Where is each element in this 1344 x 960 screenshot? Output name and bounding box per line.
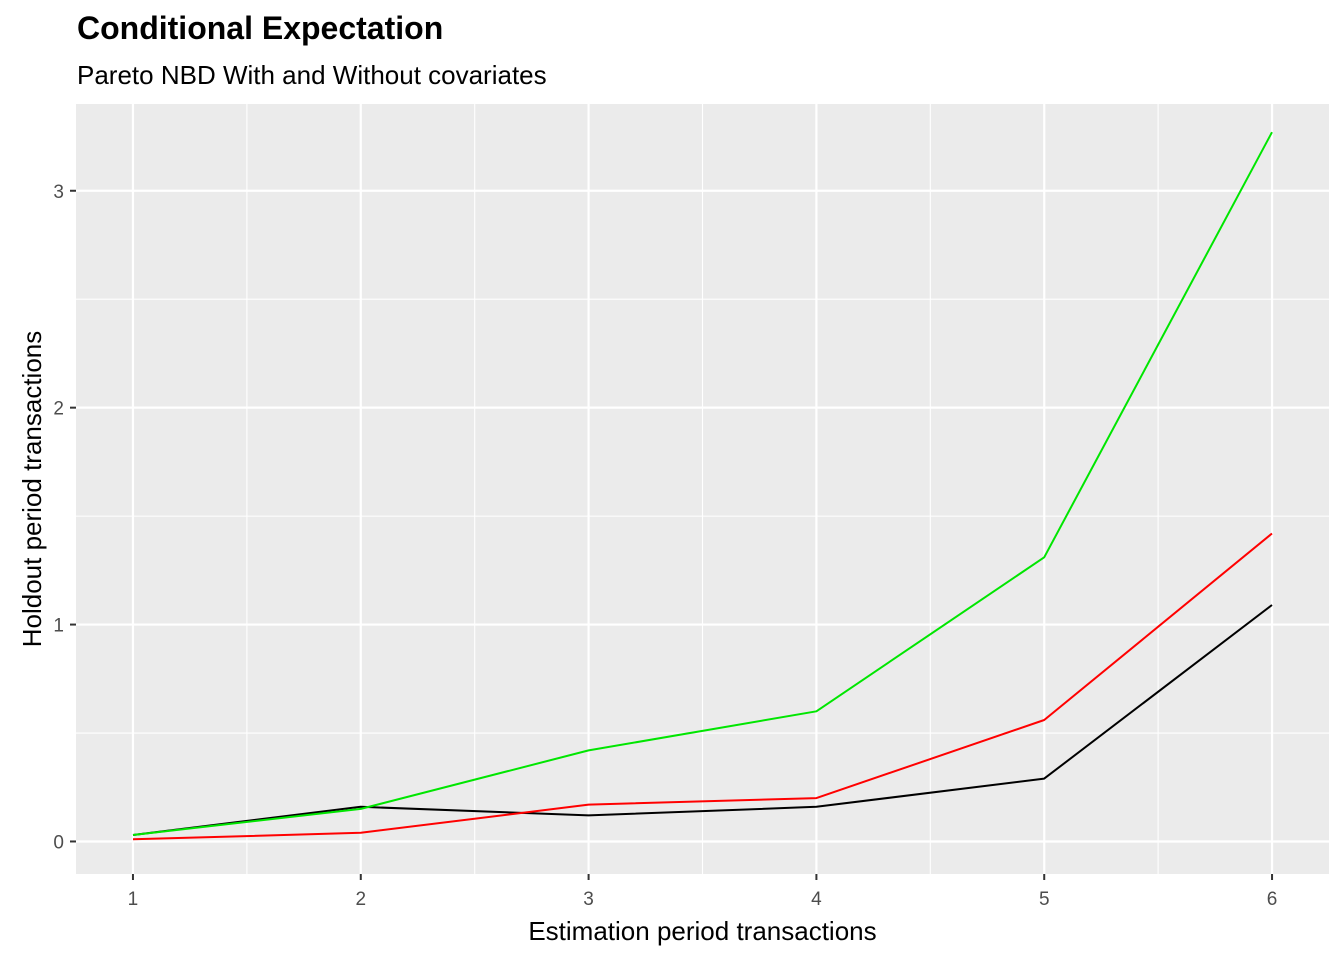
y-tick-label: 3 xyxy=(53,182,64,203)
axis-ticks xyxy=(70,189,1274,880)
x-tick-label: 4 xyxy=(811,889,822,910)
series-layer xyxy=(132,131,1273,841)
y-axis-title: Holdout period transactions xyxy=(17,331,47,648)
x-tick-labels: 1 2 3 4 5 6 xyxy=(128,889,1278,910)
x-tick-label: 6 xyxy=(1267,889,1278,910)
grid-major xyxy=(76,104,1329,874)
y-tick-label: 2 xyxy=(53,399,64,420)
x-tick-label: 1 xyxy=(128,889,139,910)
y-tick-label: 0 xyxy=(53,832,64,853)
series-line-2 xyxy=(132,532,1273,841)
grid-minor xyxy=(76,104,1329,874)
series-line-1 xyxy=(132,604,1273,836)
series-line-3 xyxy=(132,131,1273,836)
chart-subtitle: Pareto NBD With and Without covariates xyxy=(77,60,547,90)
y-tick-label: 1 xyxy=(53,616,64,637)
chart-title: Conditional Expectation xyxy=(77,10,444,46)
x-tick-label: 2 xyxy=(355,889,366,910)
y-tick-labels: 0 1 2 3 xyxy=(53,182,64,854)
x-axis-title: Estimation period transactions xyxy=(528,916,876,946)
x-tick-label: 5 xyxy=(1039,889,1050,910)
x-tick-label: 3 xyxy=(583,889,594,910)
